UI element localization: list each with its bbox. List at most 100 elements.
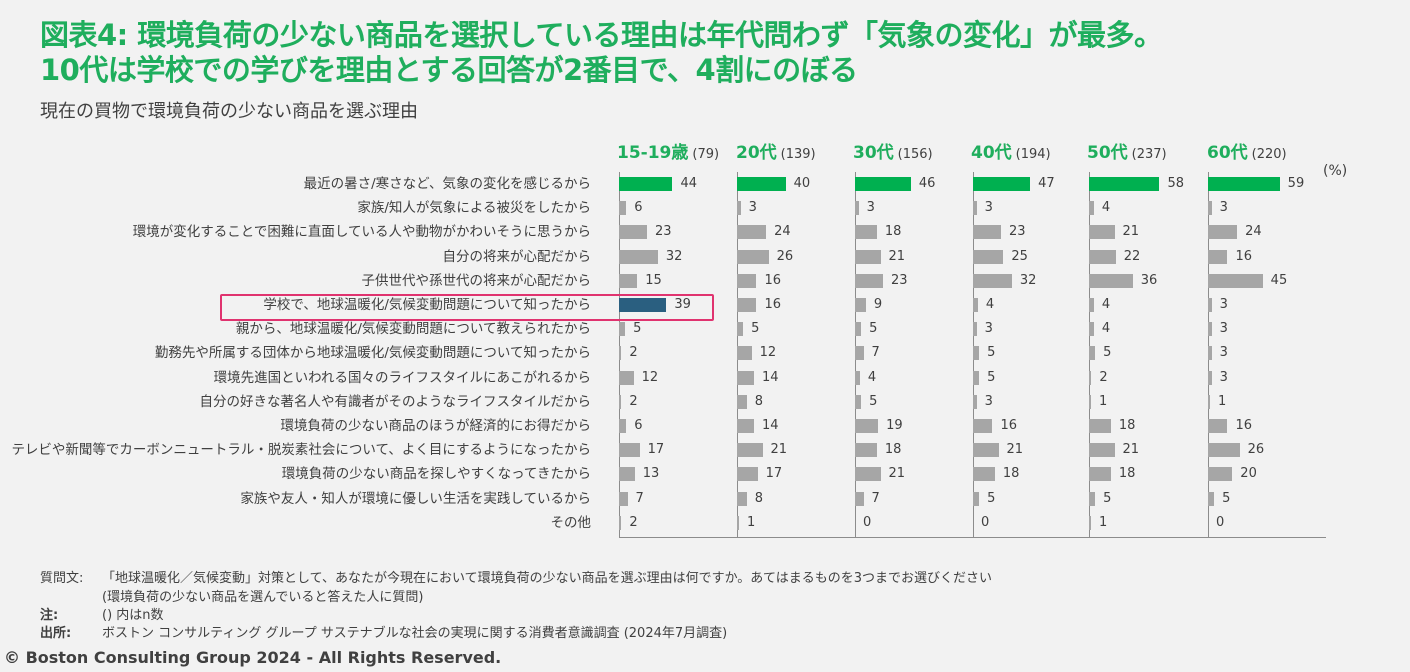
bar (619, 225, 647, 240)
series-header: 40代 (194) (971, 138, 1051, 163)
bar (855, 249, 881, 264)
data-label: 17 (765, 466, 783, 482)
footer-question: 質問文: 「地球温暖化／気候変動」対策として、あなたが今現在において環境負荷の少な… (40, 571, 992, 587)
data-label: 7 (635, 490, 644, 506)
bar (973, 394, 977, 409)
category-label: 子供世代や孫世代の将来が心配だから (361, 272, 592, 289)
data-label: 2 (1099, 369, 1108, 385)
bar (1089, 298, 1094, 312)
data-label: 5 (869, 321, 878, 337)
data-label: 20 (1240, 466, 1257, 482)
data-label: 2 (629, 345, 638, 361)
data-label: 25 (1011, 248, 1028, 264)
data-label: 3 (984, 321, 993, 337)
data-label: 5 (869, 393, 878, 409)
bar (1089, 370, 1092, 385)
bar (619, 443, 640, 458)
bar (737, 515, 739, 530)
bar (973, 249, 1004, 264)
bar (1089, 443, 1115, 458)
title-line-1: 図表4: 環境負荷の少ない商品を選択している理由は年代問わず「気象の変化」が最多… (40, 18, 1163, 52)
data-label: 18 (1002, 466, 1020, 482)
data-label: 18 (1118, 418, 1136, 433)
data-label: 21 (1006, 442, 1024, 458)
bar (855, 419, 879, 433)
bar (973, 346, 980, 361)
data-label: 8 (754, 490, 763, 506)
data-label: 2 (629, 393, 638, 409)
series-n: (220) (1251, 147, 1287, 162)
series-name: 30代 (853, 143, 894, 163)
data-label: 4 (867, 369, 877, 385)
category-label: テレビや新聞等でカーボンニュートラル・脱炭素社会について、よく目にするようになっ… (11, 442, 591, 459)
bar (737, 298, 757, 312)
data-label: 36 (1140, 272, 1158, 288)
bar (855, 346, 864, 361)
data-label: 4 (1101, 321, 1111, 337)
category-label: その他 (550, 514, 592, 531)
category-label: 環境先進国といわれる国々のライフスタイルにあこがれるから (213, 369, 591, 386)
source-key: 出所: (40, 626, 72, 641)
bar (619, 394, 622, 409)
bar (973, 273, 1012, 288)
data-label: 16 (764, 297, 781, 312)
data-label: 59 (1287, 176, 1305, 191)
data-label: 47 (1038, 176, 1055, 191)
data-label: 0 (1216, 514, 1225, 530)
bar (855, 443, 877, 458)
bar (973, 322, 977, 337)
series-name: 20代 (736, 143, 777, 163)
data-label: 22 (1123, 248, 1141, 264)
data-label: 19 (886, 418, 903, 433)
bar (737, 443, 763, 458)
category-label: 親から、地球温暖化/気候変動問題について教えられたから (235, 321, 591, 338)
bar (1089, 515, 1091, 530)
data-label: 23 (890, 272, 908, 288)
bar (1208, 467, 1233, 482)
data-label: 1 (747, 514, 756, 530)
data-label: 5 (1103, 490, 1112, 506)
data-label: 4 (985, 297, 995, 312)
category-label: 学校で、地球温暖化/気候変動問題について知ったから (263, 297, 591, 313)
bar (737, 225, 767, 240)
bar (973, 177, 1031, 191)
data-label: 16 (1000, 418, 1017, 433)
data-label: 24 (774, 224, 791, 240)
bar (619, 298, 667, 312)
bar (855, 177, 911, 191)
source-text: ボストン コンサルティング グループ サステナブルな社会の実現に関する消費者意識… (102, 626, 728, 641)
data-label: 32 (1019, 272, 1037, 288)
bar (737, 346, 752, 361)
data-label: 17 (647, 442, 665, 458)
data-label: 21 (1122, 224, 1140, 240)
bar (737, 273, 757, 288)
bar (619, 201, 627, 216)
bar (1208, 273, 1263, 288)
bar (1208, 298, 1212, 312)
question-key: 質問文: (40, 571, 84, 586)
data-label: 3 (1219, 345, 1228, 361)
data-label: 58 (1167, 176, 1185, 191)
bar (1208, 177, 1280, 191)
bar (619, 249, 658, 264)
copyright: © Boston Consulting Group 2024 - All Rig… (4, 648, 502, 667)
category-label: 最近の暑さ/寒さなど、気象の変化を感じるから (303, 176, 591, 192)
data-label: 0 (863, 514, 872, 530)
bar (973, 298, 978, 312)
unit-label: (%) (1323, 163, 1348, 179)
bar (1089, 177, 1160, 191)
bar (1208, 491, 1215, 506)
data-label: 5 (987, 345, 996, 361)
bar (1208, 370, 1212, 385)
chart-baseline (619, 537, 1326, 538)
data-label: 3 (984, 200, 993, 216)
series-n: (194) (1015, 147, 1051, 162)
series-header: 30代 (156) (853, 138, 933, 163)
series-name: 40代 (971, 143, 1012, 163)
data-label: 12 (641, 369, 659, 385)
footer-question-sub: (環境負荷の少ない商品を選んでいると答えた人に質問) (40, 590, 424, 606)
data-label: 0 (981, 514, 990, 530)
data-label: 6 (634, 200, 643, 216)
footer-note: 注: () 内はn数 (40, 608, 164, 624)
data-label: 6 (634, 418, 643, 433)
